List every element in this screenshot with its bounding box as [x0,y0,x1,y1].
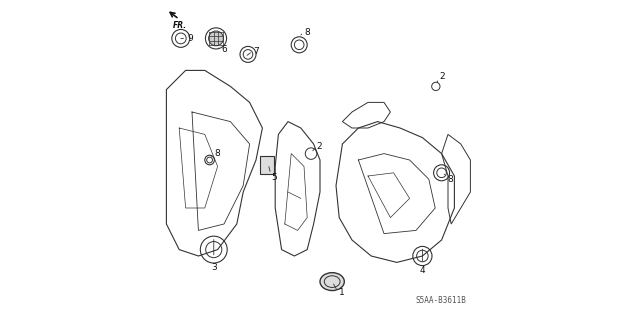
Text: 8: 8 [214,149,220,158]
Text: 7: 7 [253,47,259,56]
Text: 9: 9 [187,34,193,43]
Text: FR.: FR. [173,21,187,30]
Text: 3: 3 [212,263,217,272]
Text: 1: 1 [339,288,344,297]
FancyBboxPatch shape [260,156,275,174]
Circle shape [209,31,223,46]
Text: 2: 2 [317,142,323,151]
Text: 6: 6 [221,45,227,54]
Text: 5: 5 [271,173,277,182]
Ellipse shape [320,273,344,291]
Text: 8: 8 [447,175,453,184]
Text: 4: 4 [420,266,425,275]
Text: 2: 2 [440,72,445,81]
Text: S5AA-B3611B: S5AA-B3611B [416,296,467,305]
Text: 8: 8 [304,28,310,36]
